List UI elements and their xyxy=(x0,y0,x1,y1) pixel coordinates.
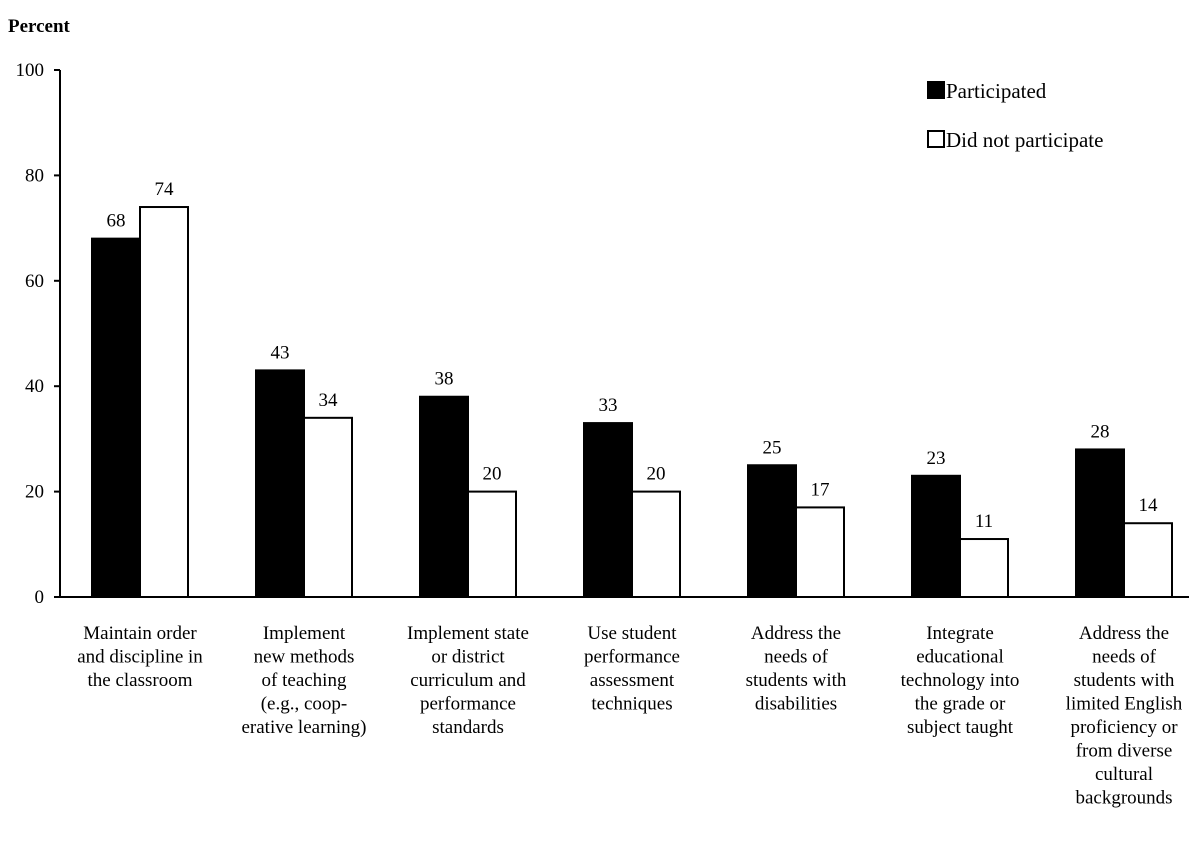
data-label: 34 xyxy=(319,390,339,411)
bar-did-not-participate xyxy=(468,492,516,597)
bar-participated xyxy=(748,465,796,597)
category-label-line: curriculum and xyxy=(410,670,526,691)
legend-swatch xyxy=(928,82,944,98)
category-label-line: or district xyxy=(431,647,505,668)
legend-label: Did not participate xyxy=(946,128,1103,152)
y-tick-label: 0 xyxy=(35,587,45,608)
category-label-line: technology into xyxy=(901,670,1020,691)
category-label-line: Address the xyxy=(1079,623,1169,644)
category-label-line: Implement xyxy=(263,623,346,644)
data-label: 14 xyxy=(1139,495,1159,516)
category-label-line: backgrounds xyxy=(1075,788,1172,809)
data-label: 33 xyxy=(599,395,618,416)
data-label: 74 xyxy=(155,179,175,200)
y-tick-label: 40 xyxy=(25,376,44,397)
bar-participated xyxy=(256,370,304,597)
bar-did-not-participate xyxy=(140,207,188,597)
category-label-line: performance xyxy=(584,647,680,668)
bar-did-not-participate xyxy=(304,418,352,597)
category-label-line: and discipline in xyxy=(77,647,203,668)
bar-participated xyxy=(92,239,140,597)
data-label: 38 xyxy=(435,369,454,390)
bar-participated xyxy=(912,476,960,597)
bar-did-not-participate xyxy=(1124,523,1172,597)
bars xyxy=(92,207,1172,597)
bar-participated xyxy=(420,397,468,597)
data-label: 23 xyxy=(927,448,946,469)
data-label: 68 xyxy=(107,211,126,232)
bar-participated xyxy=(584,423,632,597)
legend: Participated Did not participate xyxy=(928,79,1103,152)
category-label-line: assessment xyxy=(590,670,675,691)
category-label-line: limited English xyxy=(1066,694,1183,715)
category-label-line: erative learning) xyxy=(241,717,366,738)
category-label-line: the grade or xyxy=(915,694,1006,715)
data-label: 17 xyxy=(811,479,830,500)
y-axis-label: Percent xyxy=(8,16,71,37)
category-label-line: disabilities xyxy=(755,694,837,715)
category-label-line: standards xyxy=(432,717,504,738)
y-tick-label: 20 xyxy=(25,482,44,503)
category-label-line: from diverse xyxy=(1076,741,1173,762)
y-tick-label: 100 xyxy=(16,60,45,81)
legend-swatch xyxy=(928,131,944,147)
category-label-line: Implement state xyxy=(407,623,529,644)
data-label: 25 xyxy=(763,437,782,458)
data-label: 11 xyxy=(975,511,993,532)
data-label: 43 xyxy=(271,342,290,363)
data-label: 20 xyxy=(647,464,666,485)
category-label-line: new methods xyxy=(254,647,355,668)
category-label-line: cultural xyxy=(1095,764,1153,785)
data-label: 28 xyxy=(1091,421,1110,442)
category-label-line: educational xyxy=(916,647,1004,668)
category-label-line: techniques xyxy=(591,694,672,715)
category-label-line: proficiency or xyxy=(1070,717,1178,738)
category-label-line: Use student xyxy=(587,623,677,644)
category-label-line: the classroom xyxy=(87,670,192,691)
bar-did-not-participate xyxy=(796,507,844,597)
data-label: 20 xyxy=(483,464,502,485)
category-label-line: performance xyxy=(420,694,516,715)
bar-participated xyxy=(1076,449,1124,597)
y-tick-label: 80 xyxy=(25,165,44,186)
category-label-line: Integrate xyxy=(926,623,994,644)
category-label-line: (e.g., coop- xyxy=(261,694,348,715)
bar-did-not-participate xyxy=(960,539,1008,597)
category-label-line: of teaching xyxy=(262,670,347,691)
category-label-line: students with xyxy=(1074,670,1175,691)
category-label-line: needs of xyxy=(1092,647,1157,668)
y-tick-label: 60 xyxy=(25,271,44,292)
category-label-line: Maintain order xyxy=(83,623,197,644)
bar-did-not-participate xyxy=(632,492,680,597)
category-label-line: Address the xyxy=(751,623,841,644)
category-label-line: students with xyxy=(746,670,847,691)
category-label-line: subject taught xyxy=(907,717,1014,738)
category-label-line: needs of xyxy=(764,647,829,668)
legend-label: Participated xyxy=(946,79,1047,103)
